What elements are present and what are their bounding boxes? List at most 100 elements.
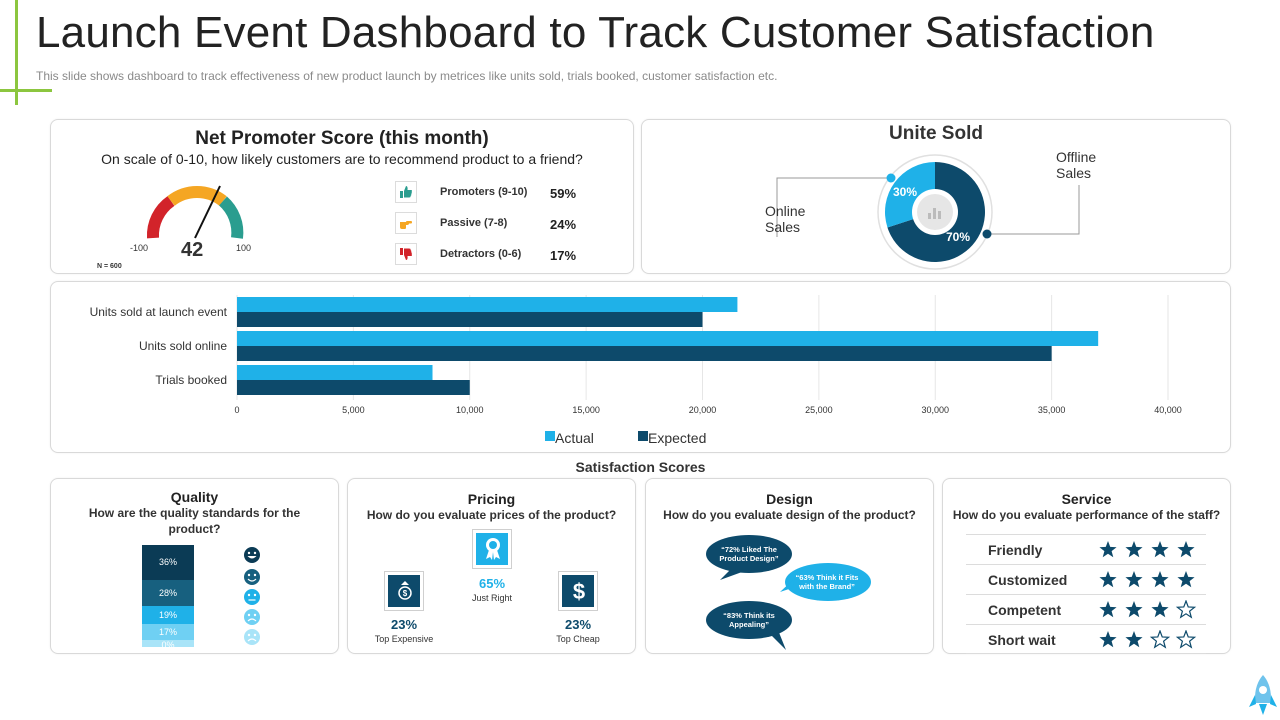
top-expensive-value: 23% — [390, 617, 418, 632]
x-tick-label: 0 — [234, 405, 239, 415]
accent-line-horizontal — [0, 89, 52, 92]
star-filled-icon — [1099, 601, 1117, 618]
top-expensive-icon-box: $ — [384, 571, 424, 611]
quality-segment: 0% — [142, 640, 194, 647]
star-filled-icon — [1125, 631, 1143, 648]
speech-bubble-icon — [706, 535, 792, 580]
nps-title: Net Promoter Score (this month) — [195, 128, 489, 149]
chart-icon — [928, 213, 931, 219]
very-happy-face-icon — [244, 547, 260, 563]
service-title: Service — [1061, 491, 1112, 507]
dollar-icon: $ — [573, 580, 585, 602]
units-bar-chart: Units sold at launch event Units sold onl… — [90, 295, 1182, 415]
star-empty-icon — [1149, 630, 1171, 649]
gauge-red-arc — [146, 196, 175, 239]
money-arrow-icon: $ — [398, 581, 412, 600]
detractors-value: 17% — [550, 248, 577, 263]
award-badge-icon — [486, 538, 500, 560]
star-empty-icon — [1175, 600, 1197, 619]
online-sales-label: Online Sales — [765, 203, 806, 235]
detractors-label: Detractors (0-6) — [440, 248, 522, 260]
units-sold-donut — [776, 154, 1080, 270]
star-filled-icon — [1099, 571, 1117, 588]
top-cheap-label: Top Cheap — [556, 634, 600, 644]
nps-gauge — [146, 185, 244, 239]
star-filled-icon — [1125, 571, 1143, 588]
x-tick-label: 15,000 — [572, 405, 600, 415]
service-row-label: Friendly — [988, 542, 1043, 558]
thumbs-down-icon — [400, 248, 412, 260]
quality-card — [50, 478, 339, 654]
star-filled-icon — [1151, 541, 1169, 558]
design-question: How do you evaluate design of the produc… — [663, 508, 916, 522]
top-cheap-icon-box: $ — [558, 571, 598, 611]
pricing-title: Pricing — [467, 491, 516, 507]
legend-expected-label: Expected — [648, 430, 707, 446]
x-tick-label: 10,000 — [456, 405, 484, 415]
rocket-icon — [1249, 675, 1277, 715]
quality-stacked-bar: 36% 28% 19% 17% 0% — [142, 545, 194, 647]
legend-actual-label: Actual — [555, 430, 594, 446]
quality-segment: 19% — [142, 606, 194, 624]
star-filled-icon — [1125, 601, 1143, 618]
service-row-label: Competent — [988, 602, 1062, 618]
promoters-value: 59% — [550, 186, 577, 201]
detractors-icon-box — [395, 243, 417, 265]
service-row-label: Short wait — [988, 632, 1056, 648]
gauge-orange-arc — [167, 186, 227, 206]
category-label: Units sold at launch event — [90, 305, 228, 319]
online-marker — [886, 173, 896, 183]
bar-expected — [237, 312, 703, 327]
star-empty-icon — [1175, 630, 1197, 649]
legend-actual-swatch — [545, 431, 555, 441]
quality-faces — [244, 547, 260, 645]
just-right-value: 65% — [478, 576, 506, 591]
nps-question: On scale of 0-10, how likely customers a… — [101, 151, 583, 167]
service-row-short-wait: Short wait — [966, 624, 1206, 654]
promoters-icon-box — [395, 181, 417, 203]
passive-value: 24% — [550, 217, 577, 232]
just-right-label: Just Right — [471, 593, 513, 603]
promoters-label: Promoters (9-10) — [440, 186, 528, 198]
quality-title: Quality — [170, 489, 219, 505]
bar-expected — [237, 380, 470, 395]
star-rating — [1099, 541, 1195, 558]
star-filled-icon — [1099, 631, 1117, 648]
quality-segment: 17% — [142, 624, 194, 640]
page-title: Launch Event Dashboard to Track Customer… — [36, 8, 1155, 57]
speech-bubble-icon — [706, 601, 792, 650]
gauge-teal-arc — [218, 196, 244, 239]
page-subtitle: This slide shows dashboard to track effe… — [36, 69, 778, 83]
design-bubble-2-text: “63% Think it Fits with the Brand” — [795, 573, 859, 591]
online-percent: 30% — [893, 185, 918, 199]
design-title: Design — [766, 491, 813, 507]
star-rating — [1099, 571, 1195, 588]
star-filled-icon — [1177, 571, 1195, 588]
star-rating — [1099, 600, 1197, 619]
star-filled-icon — [1177, 541, 1195, 558]
pricing-question: How do you evaluate prices of the produc… — [366, 508, 617, 522]
service-question: How do you evaluate performance of the s… — [952, 508, 1221, 522]
bar-actual — [237, 331, 1099, 346]
service-row-friendly: Friendly — [966, 534, 1206, 564]
pricing-card — [347, 478, 636, 654]
speech-bubble-icon — [780, 563, 871, 601]
x-tick-label: 30,000 — [921, 405, 949, 415]
passive-label: Passive (7-8) — [440, 217, 508, 229]
design-bubble-3-text: “83% Think its Appealing” — [723, 611, 775, 629]
thumbs-up-icon — [400, 186, 412, 198]
nps-sample-size: N = 600 — [97, 263, 122, 270]
gauge-max-label: 100 — [236, 243, 252, 253]
svg-text:$: $ — [573, 580, 585, 602]
quality-segment: 28% — [142, 580, 194, 606]
just-right-icon-box — [472, 529, 512, 569]
svg-text:$: $ — [403, 589, 408, 598]
gauge-min-label: -100 — [130, 243, 149, 253]
design-speech-bubbles — [706, 535, 871, 650]
top-expensive-label: Top Expensive — [374, 634, 434, 644]
service-row-customized: Customized — [966, 564, 1206, 594]
gauge-needle — [194, 185, 221, 239]
service-row-label: Customized — [988, 572, 1068, 588]
quality-segment: 36% — [142, 545, 194, 580]
online-leader-line — [776, 177, 891, 237]
